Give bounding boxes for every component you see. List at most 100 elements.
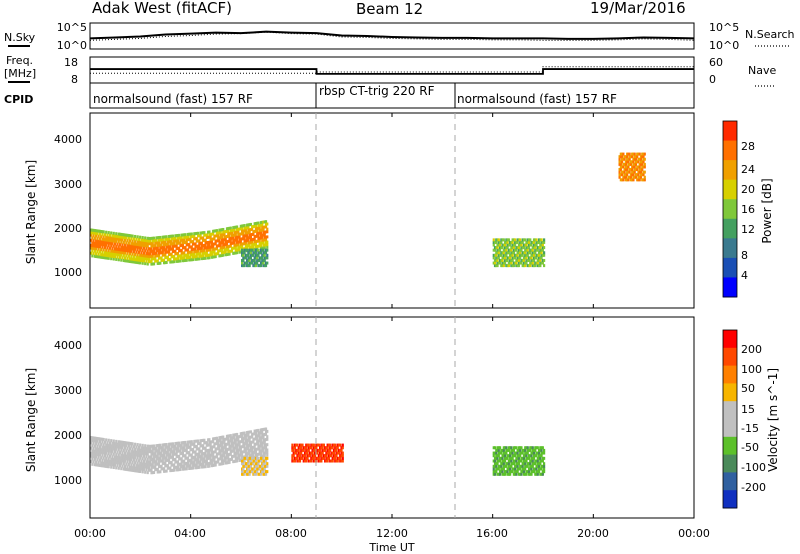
scatter-point-power-scatter-2-1565 [543,238,546,242]
scatter-point-vel-scatter-3-1481 [496,456,499,460]
scatter-point-vel-scatter-0-919 [232,436,235,440]
scatter-point-power-scatter-3-1687 [637,160,640,164]
scatter-point-vel-scatter-1-1152 [242,467,245,471]
scatter-point-vel-scatter-0-201 [120,448,123,452]
scatter-point-vel-scatter-0-291 [134,450,137,454]
scatter-point-vel-scatter-3-1630 [520,451,523,455]
scatter-point-vel-scatter-0-81 [102,461,105,465]
scatter-point-power-scatter-0-819 [217,236,220,240]
scatter-point-power-scatter-0-169 [115,237,118,241]
scatter-point-vel-scatter-0-1118 [262,438,265,442]
scatter-point-vel-scatter-0-928 [233,436,236,440]
scatter-point-power-scatter-0-324 [139,243,142,247]
scatter-point-vel-scatter-0-891 [228,458,231,462]
scatter-point-vel-scatter-0-693 [196,452,200,456]
scatter-point-vel-scatter-3-1635 [521,462,524,466]
scatter-point-power-scatter-0-876 [225,242,229,246]
scatter-point-power-scatter-2-1310 [502,264,505,268]
scatter-point-power-scatter-2-1488 [531,264,534,268]
scatter-point-power-scatter-0-445 [157,254,161,258]
scatter-point-power-scatter-2-1424 [520,246,523,250]
scatter-point-vel-scatter-0-246 [127,462,130,466]
x-tick-2000: 20:00 [577,527,609,540]
scatter-point-power-scatter-0-339 [141,248,144,252]
scatter-point-vel-scatter-2-1311 [306,451,309,455]
scatter-point-power-scatter-2-1516 [535,248,538,252]
scatter-point-power-scatter-1-1206 [256,258,259,262]
scatter-point-power-scatter-0-800 [213,229,216,233]
scatter-point-vel-scatter-2-1250 [291,456,294,460]
scatter-point-vel-scatter-0-364 [145,455,148,459]
scatter-point-vel-scatter-2-1295 [302,454,305,458]
scatter-point-vel-scatter-3-1569 [510,448,513,452]
scatter-point-power-scatter-1-1227 [261,253,264,257]
scatter-point-power-scatter-2-1307 [501,246,504,250]
scatter-point-power-scatter-0-237 [126,259,129,263]
scatter-point-power-scatter-0-518 [169,247,172,251]
noise-frame [89,22,695,50]
scatter-point-power-scatter-2-1409 [517,246,521,250]
scatter-point-vel-scatter-0-164 [115,461,118,465]
scatter-point-power-scatter-0-740 [204,246,207,250]
scatter-point-power-scatter-2-1343 [507,261,510,265]
scatter-point-vel-scatter-1-1156 [243,472,246,476]
scatter-point-power-scatter-0-904 [229,229,232,233]
scatter-point-power-scatter-0-265 [130,247,133,251]
scatter-point-vel-scatter-0-1079 [257,452,260,456]
scatter-point-power-scatter-0-776 [209,232,212,236]
scatter-point-vel-scatter-0-470 [161,456,164,460]
scatter-point-vel-scatter-0-984 [242,444,245,448]
scatter-point-power-scatter-0-815 [217,252,220,256]
scatter-point-power-scatter-0-1000 [244,239,247,243]
scatter-point-vel-scatter-2-1293 [301,443,304,447]
scatter-point-vel-scatter-0-312 [137,464,141,468]
scatter-point-vel-scatter-0-803 [214,455,217,459]
scatter-point-power-scatter-2-1364 [511,264,514,268]
scatter-point-power-scatter-0-204 [120,232,123,236]
scatter-point-vel-scatter-3-1461 [493,472,497,476]
scatter-point-vel-scatter-0-611 [184,467,187,471]
scatter-point-power-scatter-0-436 [156,259,159,263]
scatter-point-vel-scatter-2-1391 [326,446,329,450]
scatter-point-power-scatter-3-1647 [631,165,634,169]
scatter-point-vel-scatter-0-422 [154,460,157,464]
scatter-point-power-scatter-0-355 [144,249,147,253]
scatter-point-vel-scatter-3-1718 [535,470,538,474]
scatter-point-vel-scatter-0-416 [152,452,156,456]
scatter-point-vel-scatter-0-328 [140,464,143,468]
scatter-point-vel-scatter-0-676 [194,455,197,459]
scatter-point-vel-scatter-0-234 [125,449,128,453]
scatter-point-power-scatter-0-752 [207,256,210,260]
scatter-point-power-scatter-3-1593 [622,165,625,169]
scatter-point-power-scatter-0-688 [195,231,198,235]
scatter-point-power-scatter-0-549 [174,249,177,253]
scatter-point-power-scatter-0-553 [174,234,177,238]
scatter-point-power-scatter-0-62 [98,232,102,236]
scatter-point-power-scatter-0-948 [237,248,240,252]
scatter-point-power-scatter-0-971 [239,224,242,228]
scatter-point-power-scatter-0-505 [166,240,169,244]
scatter-point-vel-scatter-0-193 [118,445,122,449]
scatter-point-power-scatter-0-969 [239,232,242,236]
scatter-point-vel-scatter-0-3 [90,446,93,450]
scatter-point-power-scatter-2-1346 [507,248,510,252]
scatter-point-power-scatter-2-1463 [526,246,529,250]
scatter-point-vel-scatter-3-1676 [527,454,531,458]
scatter-point-power-scatter-0-218 [122,241,125,245]
scatter-point-power-scatter-0-781 [210,242,213,246]
scatter-point-power-scatter-0-869 [224,240,227,244]
scatter-point-power-scatter-0-1127 [263,230,266,234]
scatter-point-vel-scatter-0-994 [243,436,246,440]
scatter-point-power-scatter-0-411 [152,262,156,266]
velocity-y-tick-3000: 3000 [54,384,82,397]
scatter-point-power-scatter-0-1134 [264,230,268,234]
scatter-point-vel-scatter-0-342 [141,446,144,450]
scatter-point-power-scatter-3-1709 [641,165,644,169]
velocity-colorbar-tick-neg50: -50 [741,441,759,454]
scatter-point-power-scatter-0-933 [234,243,237,247]
scatter-point-vel-scatter-0-572 [178,462,181,466]
scatter-point-vel-scatter-0-49 [97,461,100,465]
scatter-point-vel-scatter-3-1712 [534,462,537,466]
scatter-point-power-scatter-0-257 [129,247,132,251]
scatter-point-power-scatter-0-233 [125,246,128,250]
